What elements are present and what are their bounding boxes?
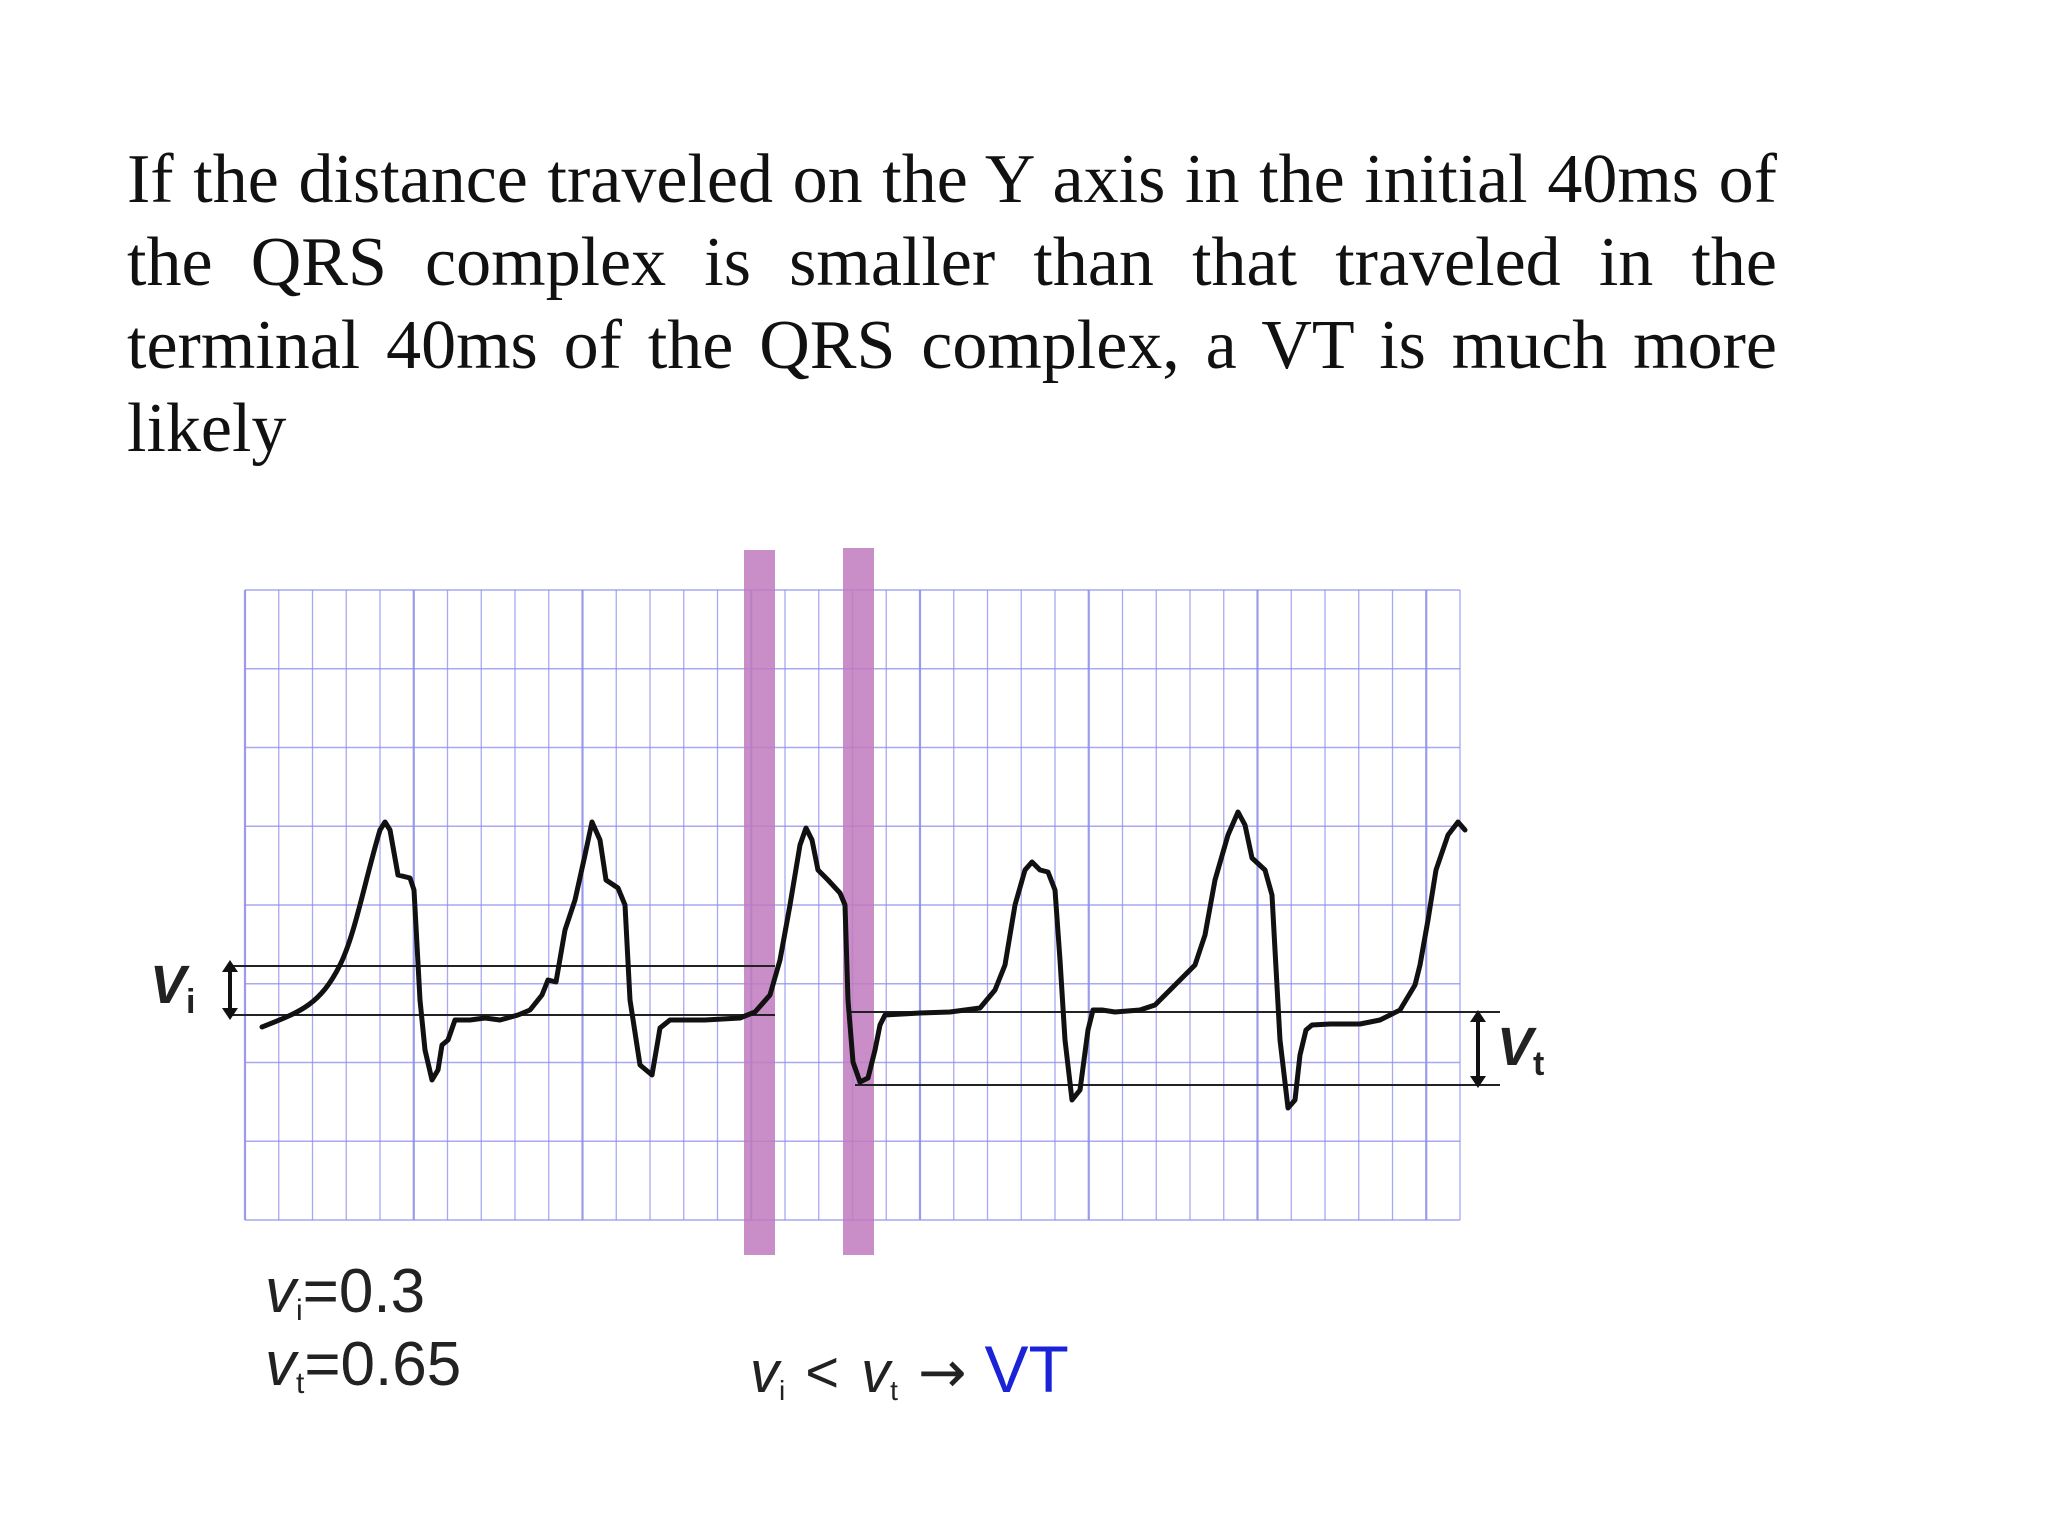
formula: vi < vt → VT <box>750 1332 1069 1406</box>
vi-label: Vi <box>150 955 195 1021</box>
vt-value: vt=0.65 <box>265 1330 461 1400</box>
vi-value: vi=0.3 <box>265 1257 425 1327</box>
double-arrow-icon <box>1470 1010 1486 1088</box>
terminal-40ms-band <box>843 548 874 1255</box>
double-arrow-icon <box>222 960 238 1020</box>
vt-label: Vt <box>1497 1017 1544 1083</box>
initial-40ms-band <box>744 550 775 1255</box>
ecg-trace <box>259 809 1468 1111</box>
slide-paragraph: If the distance traveled on the Y axis i… <box>127 141 1777 467</box>
